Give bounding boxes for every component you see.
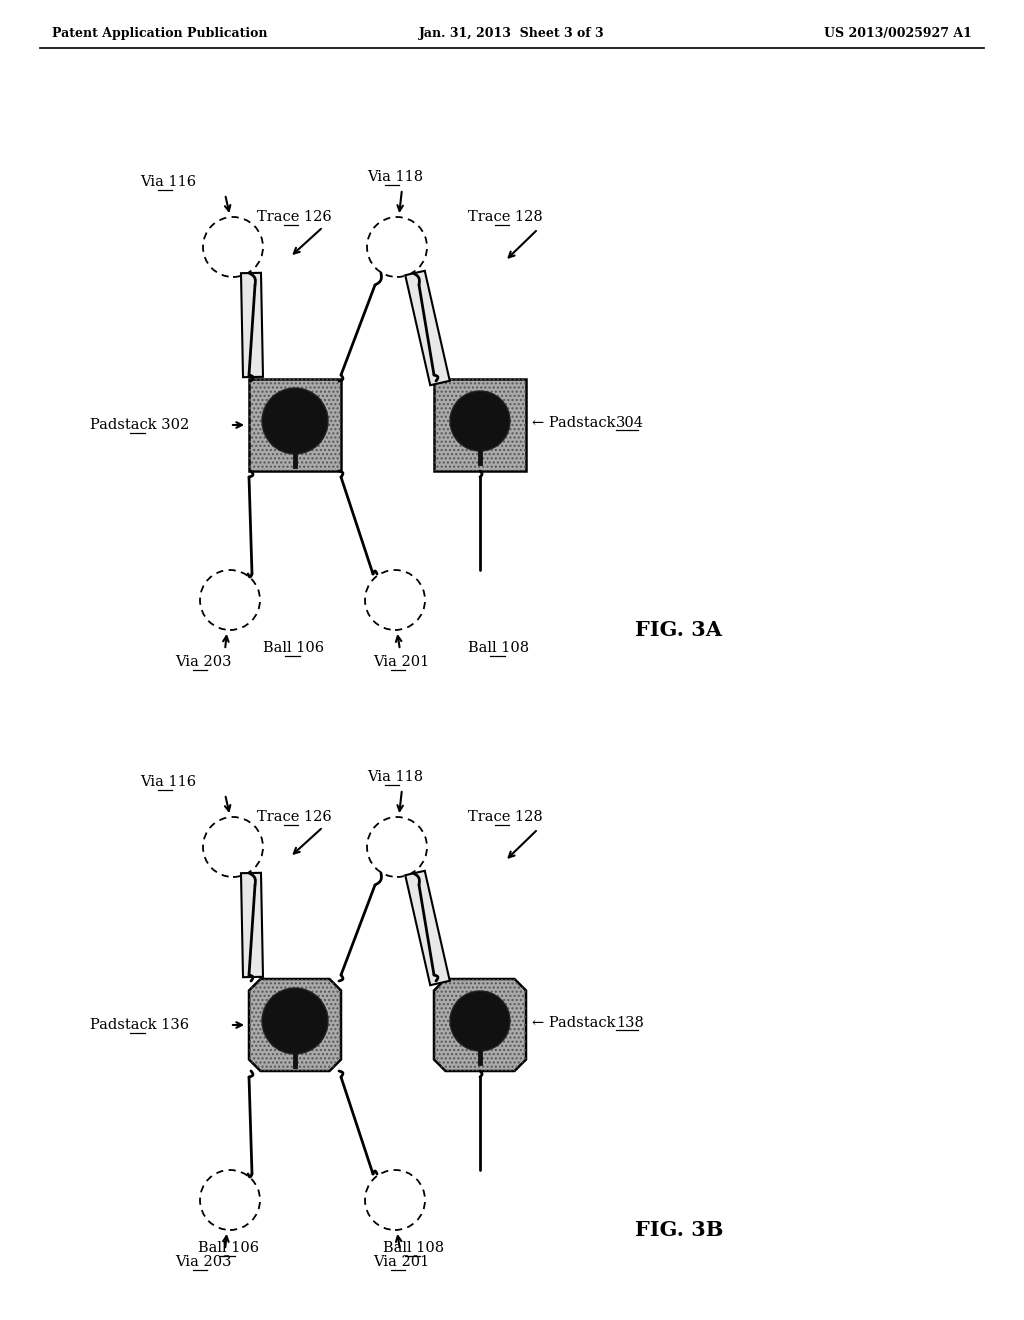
- Polygon shape: [406, 871, 450, 985]
- Text: US 2013/0025927 A1: US 2013/0025927 A1: [824, 28, 972, 41]
- Text: Ball 108: Ball 108: [468, 642, 529, 655]
- Text: ← Padstack: ← Padstack: [532, 416, 621, 430]
- Polygon shape: [241, 873, 263, 977]
- Text: Via 116: Via 116: [140, 176, 197, 189]
- Text: Via 201: Via 201: [373, 655, 429, 669]
- Text: Via 116: Via 116: [140, 775, 197, 789]
- Text: Patent Application Publication: Patent Application Publication: [52, 28, 267, 41]
- Circle shape: [200, 1170, 260, 1230]
- Circle shape: [200, 570, 260, 630]
- Circle shape: [365, 1170, 425, 1230]
- Text: FIG. 3A: FIG. 3A: [635, 620, 722, 640]
- Text: Padstack 136: Padstack 136: [90, 1018, 189, 1032]
- Text: Ball 106: Ball 106: [263, 642, 325, 655]
- Circle shape: [450, 391, 510, 451]
- Text: Jan. 31, 2013  Sheet 3 of 3: Jan. 31, 2013 Sheet 3 of 3: [419, 28, 605, 41]
- Polygon shape: [249, 979, 341, 1071]
- Circle shape: [367, 817, 427, 876]
- Polygon shape: [434, 979, 526, 1071]
- Text: Trace 128: Trace 128: [468, 810, 543, 824]
- Bar: [434, 379, 526, 471]
- Polygon shape: [406, 271, 450, 385]
- Text: 138: 138: [616, 1016, 644, 1030]
- Text: Padstack 302: Padstack 302: [90, 418, 189, 432]
- Circle shape: [262, 987, 328, 1053]
- Bar: [249, 379, 341, 471]
- Circle shape: [450, 991, 510, 1051]
- Text: Via 201: Via 201: [373, 1255, 429, 1269]
- Text: Via 118: Via 118: [367, 170, 423, 183]
- Bar: [249, 379, 341, 471]
- Circle shape: [365, 570, 425, 630]
- Circle shape: [367, 216, 427, 277]
- Circle shape: [203, 216, 263, 277]
- Circle shape: [262, 388, 328, 454]
- Text: Via 203: Via 203: [175, 1255, 231, 1269]
- Text: Trace 128: Trace 128: [468, 210, 543, 224]
- Circle shape: [203, 817, 263, 876]
- Bar: [434, 379, 526, 471]
- Text: Trace 126: Trace 126: [257, 210, 332, 224]
- Text: Via 203: Via 203: [175, 655, 231, 669]
- Text: Ball 108: Ball 108: [383, 1241, 444, 1255]
- Text: 304: 304: [616, 416, 644, 430]
- Text: Trace 126: Trace 126: [257, 810, 332, 824]
- Text: Via 118: Via 118: [367, 770, 423, 784]
- Text: Ball 106: Ball 106: [198, 1241, 259, 1255]
- Text: FIG. 3B: FIG. 3B: [635, 1220, 723, 1239]
- Polygon shape: [241, 273, 263, 378]
- Text: ← Padstack: ← Padstack: [532, 1016, 621, 1030]
